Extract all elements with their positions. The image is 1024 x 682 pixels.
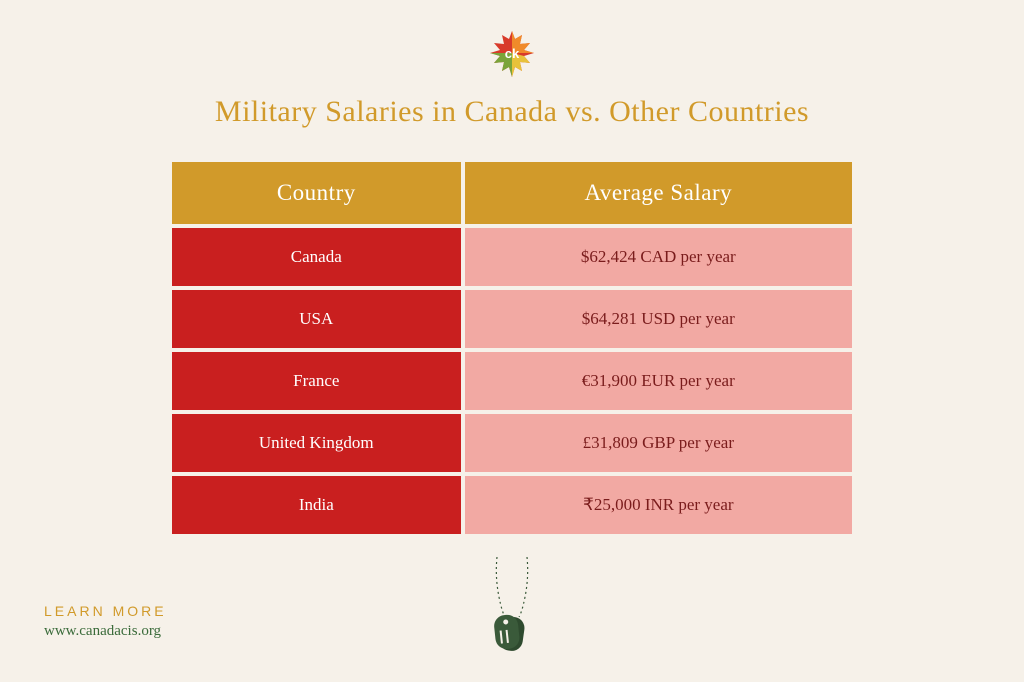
country-cell: Canada [170, 226, 463, 288]
table-row: France€31,900 EUR per year [170, 350, 854, 412]
salary-cell: $64,281 USD per year [463, 288, 854, 350]
country-cell: France [170, 350, 463, 412]
salary-cell: €31,900 EUR per year [463, 350, 854, 412]
country-cell: USA [170, 288, 463, 350]
table-row: Canada$62,424 CAD per year [170, 226, 854, 288]
dogtag-icon [477, 557, 547, 662]
learn-more-block: LEARN MORE www.canadacis.org [44, 603, 167, 640]
learn-more-url[interactable]: www.canadacis.org [44, 623, 167, 640]
country-cell: India [170, 474, 463, 536]
column-header-country: Country [170, 160, 463, 226]
learn-more-label: LEARN MORE [44, 603, 167, 619]
maple-leaf-logo: ck [485, 24, 539, 83]
page-title: Military Salaries in Canada vs. Other Co… [0, 95, 1024, 129]
table-row: USA$64,281 USD per year [170, 288, 854, 350]
salary-cell: £31,809 GBP per year [463, 412, 854, 474]
table-header-row: Country Average Salary [170, 160, 854, 226]
table-row: India₹25,000 INR per year [170, 474, 854, 536]
salary-cell: ₹25,000 INR per year [463, 474, 854, 536]
salary-cell: $62,424 CAD per year [463, 226, 854, 288]
salary-table: Country Average Salary Canada$62,424 CAD… [170, 160, 854, 536]
svg-text:ck: ck [505, 46, 520, 61]
table-row: United Kingdom£31,809 GBP per year [170, 412, 854, 474]
column-header-salary: Average Salary [463, 160, 854, 226]
country-cell: United Kingdom [170, 412, 463, 474]
